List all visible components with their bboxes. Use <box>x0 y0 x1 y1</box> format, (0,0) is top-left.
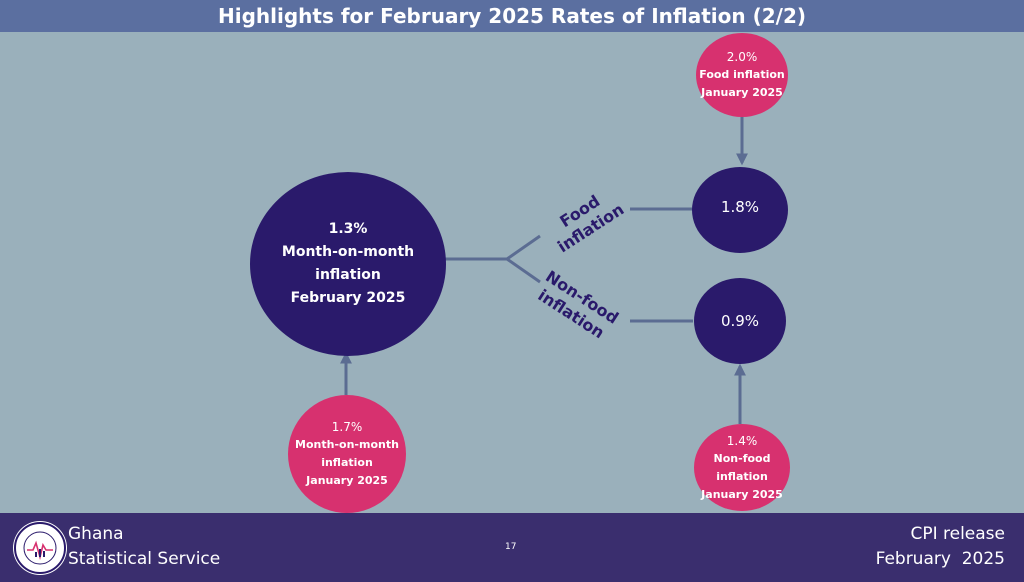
food-value: 1.8% <box>720 198 760 216</box>
release-info: CPI release February 2025 <box>876 522 1005 572</box>
prev-food-value: 2.0% <box>726 50 758 64</box>
nonfood-inflation-circle: 0.9% <box>694 278 786 364</box>
footer: Ghana Statistical Service 17 CPI release… <box>0 513 1024 582</box>
main-value: 1.3% <box>328 221 368 237</box>
main-label-2: inflation <box>315 267 381 283</box>
prev-food-inflation-circle: 2.0% Food inflation January 2025 <box>696 33 788 117</box>
page-title: Highlights for February 2025 Rates of In… <box>218 4 806 28</box>
organization-name: Ghana Statistical Service <box>68 522 220 572</box>
prev-nonfood-label-1: Non-food <box>713 451 771 465</box>
org-line-1: Ghana <box>68 524 124 544</box>
prev-nonfood-inflation-circle: 1.4% Non-food inflation January 2025 <box>694 424 790 511</box>
ghana-statistical-service-logo <box>13 521 67 575</box>
title-bar: Highlights for February 2025 Rates of In… <box>0 0 1024 32</box>
release-line-1: CPI release <box>910 524 1005 544</box>
fork-down-line <box>506 257 541 284</box>
prev-nonfood-value: 1.4% <box>726 433 758 448</box>
prev-main-label-2: inflation <box>321 456 373 469</box>
main-mom-inflation-circle: 1.3% Month-on-month inflation February 2… <box>250 172 446 356</box>
prev-main-value: 1.7% <box>331 420 363 434</box>
prev-food-label: Food inflation <box>699 68 785 81</box>
prev-mom-inflation-circle: 1.7% Month-on-month inflation January 20… <box>288 395 406 513</box>
release-line-2: February 2025 <box>875 549 1005 569</box>
food-inflation-circle: 1.8% <box>692 167 788 253</box>
nonfood-value: 0.9% <box>720 312 760 330</box>
prev-main-label-1: Month-on-month <box>295 438 399 451</box>
main-label-1: Month-on-month <box>281 244 415 260</box>
fork-up-line <box>506 234 541 261</box>
prev-nonfood-label-2: inflation <box>716 469 768 483</box>
prev-main-period: January 2025 <box>306 474 388 487</box>
prev-nonfood-period: January 2025 <box>701 487 783 501</box>
prev-food-period: January 2025 <box>701 86 783 99</box>
org-line-2: Statistical Service <box>68 549 221 569</box>
logo-emblem-icon <box>14 522 66 574</box>
page-number: 17 <box>505 542 517 552</box>
main-period: February 2025 <box>290 290 406 306</box>
